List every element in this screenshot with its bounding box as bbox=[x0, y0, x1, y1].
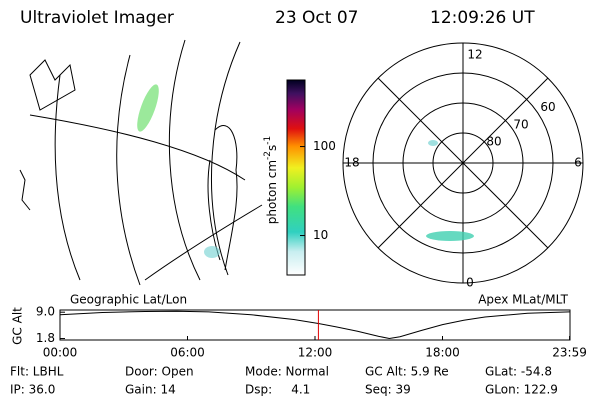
info-item: Flt: LBHL bbox=[10, 365, 64, 379]
lat-ring bbox=[402, 102, 524, 224]
info-item: Dsp: 4.1 bbox=[245, 383, 310, 397]
time: 12:09:26 UT bbox=[430, 8, 535, 28]
date: 23 Oct 07 bbox=[275, 8, 358, 28]
alt-plot-frame bbox=[59, 309, 571, 341]
info-item: GC Alt: 5.9 Re bbox=[365, 365, 449, 379]
colorbar bbox=[286, 79, 306, 276]
info-item: Mode: Normal bbox=[245, 365, 329, 379]
geo-map bbox=[19, 39, 263, 286]
lat-label: 80 bbox=[486, 134, 501, 148]
lat-ring bbox=[432, 132, 494, 194]
x-tick-label: 18:00 bbox=[425, 346, 460, 360]
colorbar-tick-label: 100 bbox=[313, 139, 336, 153]
polar-panel-label: Apex MLat/MLT bbox=[478, 293, 568, 307]
info-item: GLat: -54.8 bbox=[485, 365, 552, 379]
mlt-line bbox=[377, 77, 549, 249]
x-tick-label: 00:00 bbox=[43, 346, 78, 360]
alt-ylabel: GC Alt bbox=[11, 307, 25, 345]
info-item: Gain: 14 bbox=[125, 383, 176, 397]
info-item: Seq: 39 bbox=[365, 383, 411, 397]
colorbar-tick-label: 10 bbox=[313, 228, 328, 242]
left-panel-label: Geographic Lat/Lon bbox=[70, 293, 187, 307]
x-tick-label: 12:00 bbox=[298, 346, 333, 360]
mlt-label: 6 bbox=[574, 156, 582, 170]
lat-label: 70 bbox=[513, 117, 528, 131]
aurora bbox=[426, 231, 474, 241]
x-tick-label: 23:59 bbox=[552, 346, 587, 360]
mlt-label: 18 bbox=[344, 156, 359, 170]
lat-ring bbox=[372, 72, 554, 254]
x-tick-label: 06:00 bbox=[170, 346, 205, 360]
aurora bbox=[428, 140, 438, 146]
mlt-label: 12 bbox=[467, 48, 482, 62]
info-item: Door: Open bbox=[125, 365, 194, 379]
y-tick-label: 9.0 bbox=[36, 305, 55, 319]
lat-label: 60 bbox=[540, 100, 555, 114]
mlt-label: 0 bbox=[466, 276, 474, 290]
y-tick-label: 1.8 bbox=[36, 331, 55, 345]
altitude-line bbox=[59, 310, 570, 340]
title: Ultraviolet Imager bbox=[20, 8, 174, 28]
info-item: IP: 36.0 bbox=[10, 383, 55, 397]
polar-grid bbox=[342, 42, 584, 284]
info-item: GLon: 122.9 bbox=[485, 383, 558, 397]
colorbar-label: photon cm-2s-1 bbox=[263, 136, 279, 225]
